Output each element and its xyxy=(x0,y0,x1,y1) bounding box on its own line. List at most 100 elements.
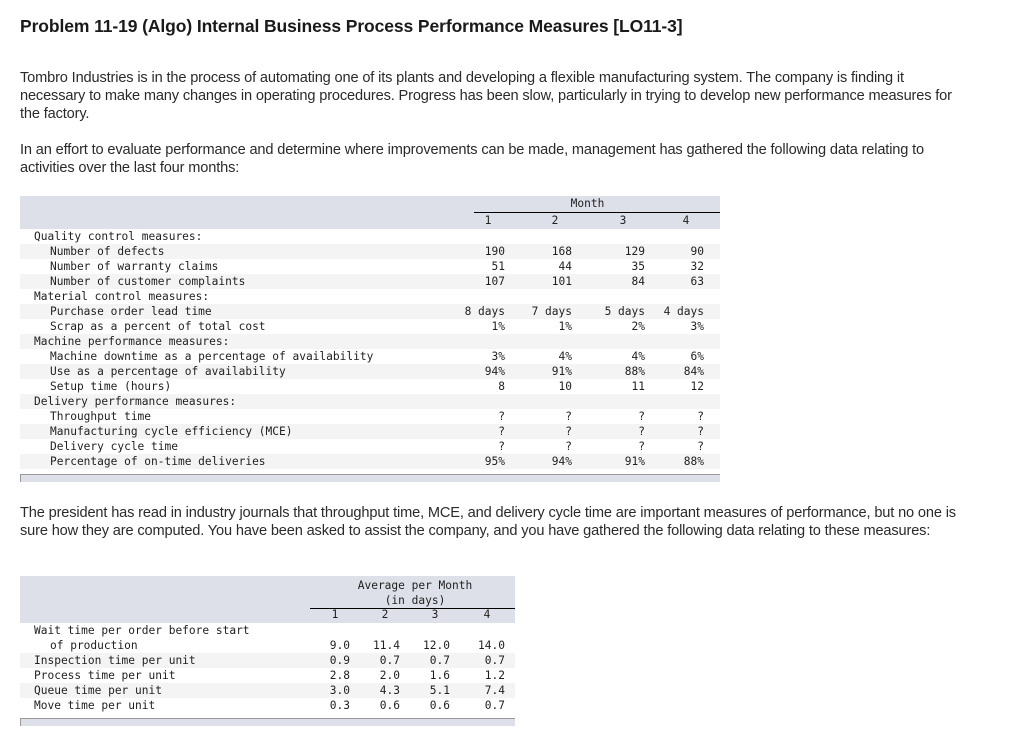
cell: 5 days xyxy=(604,305,645,318)
cell: 1.2 xyxy=(484,669,505,682)
cell: ? xyxy=(565,425,572,438)
table-row: Use as a percentage of availability 94% … xyxy=(20,364,720,379)
cell: 90 xyxy=(690,245,704,258)
cell: 84% xyxy=(683,365,704,378)
table-row: Setup time (hours) 8 10 11 12 xyxy=(20,379,720,394)
table-row: Purchase order lead time 8 days 7 days 5… xyxy=(20,304,720,319)
row-label: Scrap as a percent of total cost xyxy=(50,320,266,333)
average-header-line1: Average per Month xyxy=(357,579,473,592)
cell: 5.1 xyxy=(429,684,450,697)
row-label: Queue time per unit xyxy=(34,684,162,697)
cell: 2.0 xyxy=(379,669,400,682)
average-header-line2: (in days) xyxy=(384,594,446,607)
table-row: Queue time per unit 3.0 4.3 5.1 7.4 xyxy=(20,683,515,698)
row-label: Setup time (hours) xyxy=(50,380,172,393)
column-header-1: 1 xyxy=(331,608,339,621)
cell: 3% xyxy=(690,320,704,333)
cell: 11 xyxy=(631,380,645,393)
month-group-header: Month xyxy=(570,197,605,210)
cell: 44 xyxy=(558,260,572,273)
cell: ? xyxy=(565,410,572,423)
cell: 8 xyxy=(498,380,505,393)
section-row-material: Material control measures: xyxy=(20,289,720,304)
cell: 0.7 xyxy=(484,654,505,667)
table-row: Number of customer complaints 107 101 84… xyxy=(20,274,720,289)
cell: ? xyxy=(697,440,704,453)
cell: 3% xyxy=(491,350,505,363)
cell: 4 days xyxy=(663,305,704,318)
problem-title: Problem 11-19 (Algo) Internal Business P… xyxy=(20,16,683,36)
row-label: Wait time per order before start xyxy=(34,624,250,637)
intro-paragraph: Tombro Industries is in the process of a… xyxy=(20,70,952,122)
cell: 4% xyxy=(558,350,572,363)
row-label: Machine performance measures: xyxy=(34,335,230,348)
column-header-4: 4 xyxy=(682,214,690,227)
row-label: Move time per unit xyxy=(34,699,156,712)
column-header-2: 2 xyxy=(551,214,559,227)
cell: ? xyxy=(498,425,505,438)
table-row: Throughput time ? ? ? ? xyxy=(20,409,720,424)
cell: 0.7 xyxy=(484,699,505,712)
column-header-3: 3 xyxy=(619,214,627,227)
cell: 91% xyxy=(624,455,645,468)
cell: 101 xyxy=(551,275,572,288)
row-label: Quality control measures: xyxy=(34,230,203,243)
cell: 4% xyxy=(631,350,645,363)
row-label: Purchase order lead time xyxy=(50,305,212,318)
cell: 0.9 xyxy=(329,654,350,667)
table-row: Process time per unit 2.8 2.0 1.6 1.2 xyxy=(20,668,515,683)
row-label: Use as a percentage of availability xyxy=(50,365,286,378)
cell: 84 xyxy=(631,275,645,288)
cell: 1% xyxy=(491,320,505,333)
table-row: of production 9.0 11.4 12.0 14.0 xyxy=(20,638,515,653)
cell: 2.8 xyxy=(329,669,350,682)
cell: 4.3 xyxy=(379,684,400,697)
row-label: Number of warranty claims xyxy=(50,260,219,273)
table-row: Wait time per order before start xyxy=(20,623,515,638)
cell: 14.0 xyxy=(478,639,505,652)
row-label: Manufacturing cycle efficiency (MCE) xyxy=(50,425,293,438)
cell: 63 xyxy=(690,275,704,288)
table-row: Machine downtime as a percentage of avai… xyxy=(20,349,720,364)
cell: 1.6 xyxy=(429,669,450,682)
table-row: Number of warranty claims 51 44 35 32 xyxy=(20,259,720,274)
president-paragraph: The president has read in industry journ… xyxy=(20,505,956,539)
cell: 32 xyxy=(690,260,704,273)
row-label: Inspection time per unit xyxy=(34,654,196,667)
cell: ? xyxy=(638,425,645,438)
column-header-1: 1 xyxy=(484,214,492,227)
cell: 9.0 xyxy=(329,639,350,652)
cell: ? xyxy=(638,440,645,453)
column-header-2: 2 xyxy=(381,608,389,621)
cell: 88% xyxy=(624,365,645,378)
cell: 8 days xyxy=(464,305,505,318)
header-rule xyxy=(474,212,720,213)
table-row: Manufacturing cycle efficiency (MCE) ? ?… xyxy=(20,424,720,439)
cell: 7 days xyxy=(531,305,572,318)
row-label: Percentage of on-time deliveries xyxy=(50,455,266,468)
cell: 3.0 xyxy=(329,684,350,697)
cell: ? xyxy=(498,410,505,423)
cell: 0.7 xyxy=(429,654,450,667)
table-row: Inspection time per unit 0.9 0.7 0.7 0.7 xyxy=(20,653,515,668)
section-row-delivery: Delivery performance measures: xyxy=(20,394,720,409)
cell: ? xyxy=(697,410,704,423)
cell: 7.4 xyxy=(484,684,505,697)
cell: 88% xyxy=(683,455,704,468)
section-row-machine: Machine performance measures: xyxy=(20,334,720,349)
table-header: Average per Month (in days) 1 2 3 4 xyxy=(20,576,515,623)
cell: ? xyxy=(498,440,505,453)
table-row: Move time per unit 0.3 0.6 0.6 0.7 xyxy=(20,698,515,713)
cell: 0.3 xyxy=(329,699,350,712)
cell: ? xyxy=(697,425,704,438)
cell: 12 xyxy=(690,380,704,393)
cell: ? xyxy=(638,410,645,423)
performance-measures-table: Month 1 2 3 4 Quality control measures: … xyxy=(20,196,720,482)
cell: ? xyxy=(565,440,572,453)
cell: 0.7 xyxy=(379,654,400,667)
cell: 6% xyxy=(690,350,704,363)
row-label: Machine downtime as a percentage of avai… xyxy=(50,350,374,363)
effort-paragraph: In an effort to evaluate performance and… xyxy=(20,142,925,176)
table-header: Month 1 2 3 4 xyxy=(20,196,720,229)
cell: 95% xyxy=(484,455,505,468)
